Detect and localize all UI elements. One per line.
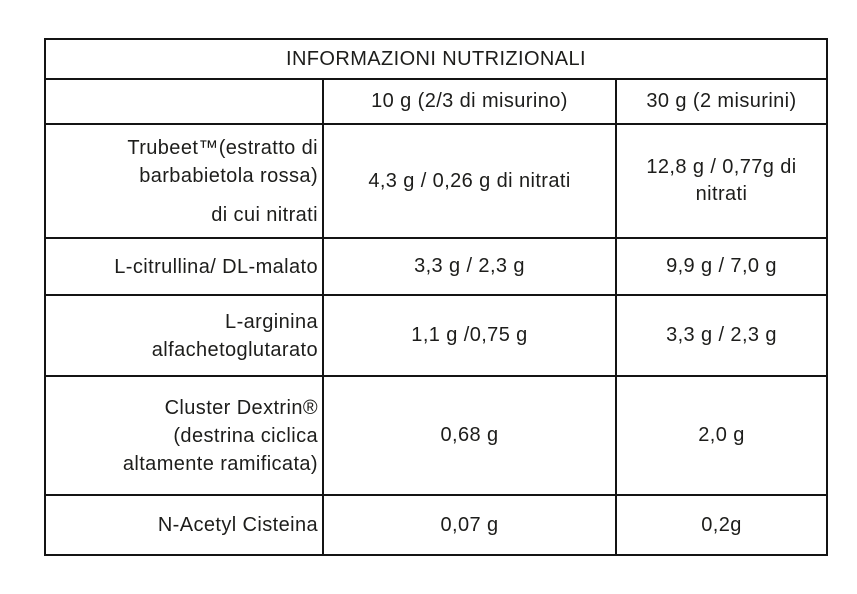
value-10g-nacetyl-cisteina: 0,07 g — [322, 494, 617, 556]
row-label-line: altamente ramificata) — [122, 452, 318, 475]
row-label-arginina: L-arginina alfachetoglutarato — [44, 294, 324, 377]
row-label-line: L-citrullina/ DL-malato — [114, 255, 318, 278]
table-row-arginina: L-arginina alfachetoglutarato 1,1 g /0,7… — [44, 294, 829, 377]
row-label-line: N-Acetyl Cisteina — [157, 514, 318, 536]
row-label-note: di cui nitrati — [211, 204, 318, 226]
value-30g-citrullina: 9,9 g / 7,0 g — [614, 237, 829, 296]
row-label-line: barbabietola rossa) — [139, 165, 318, 187]
column-header-row: 10 g (2/3 di misurino) 30 g (2 misurini) — [44, 78, 829, 125]
header-empty-cell — [44, 78, 324, 125]
row-label-line: (destrina ciclica — [173, 424, 318, 447]
row-label-cluster-dextrin: Cluster Dextrin® (destrina ciclica altam… — [44, 375, 324, 496]
row-label-line: alfachetoglutarato — [151, 338, 318, 361]
row-label-citrullina: L-citrullina/ DL-malato — [44, 237, 324, 296]
value-10g-trubeet: 4,3 g / 0,26 g di nitrati — [322, 123, 617, 239]
row-label-nacetyl-cisteina: N-Acetyl Cisteina — [44, 494, 324, 556]
title-row: INFORMAZIONI NUTRIZIONALI — [43, 38, 829, 80]
value-30g-cluster-dextrin: 2,0 g — [614, 375, 829, 496]
value-10g-citrullina: 3,3 g / 2,3 g — [322, 237, 617, 296]
value-30g-nacetyl-cisteina: 0,2g — [614, 494, 829, 556]
column-header-10g: 10 g (2/3 di misurino) — [322, 78, 617, 125]
row-label-line: Cluster Dextrin® — [164, 396, 318, 419]
table-row-nacetyl-cisteina: N-Acetyl Cisteina 0,07 g 0,2g — [44, 494, 829, 556]
table-row-citrullina: L-citrullina/ DL-malato 3,3 g / 2,3 g 9,… — [44, 237, 829, 296]
nutrition-table: INFORMAZIONI NUTRIZIONALI 10 g (2/3 di m… — [43, 38, 829, 556]
table-row-cluster-dextrin: Cluster Dextrin® (destrina ciclica altam… — [44, 375, 829, 496]
row-label-line: Trubeet™(estratto di — [127, 137, 318, 159]
row-label-trubeet: Trubeet™(estratto di barbabietola rossa)… — [44, 123, 324, 239]
table-row-trubeet: Trubeet™(estratto di barbabietola rossa)… — [44, 123, 829, 239]
column-header-30g: 30 g (2 misurini) — [614, 78, 829, 125]
row-label-line: L-arginina — [225, 310, 318, 333]
value-30g-arginina: 3,3 g / 2,3 g — [614, 294, 829, 377]
value-10g-arginina: 1,1 g /0,75 g — [322, 294, 617, 377]
table-title: INFORMAZIONI NUTRIZIONALI — [43, 38, 829, 80]
value-30g-trubeet: 12,8 g / 0,77g di nitrati — [614, 123, 829, 239]
value-10g-cluster-dextrin: 0,68 g — [322, 375, 617, 496]
